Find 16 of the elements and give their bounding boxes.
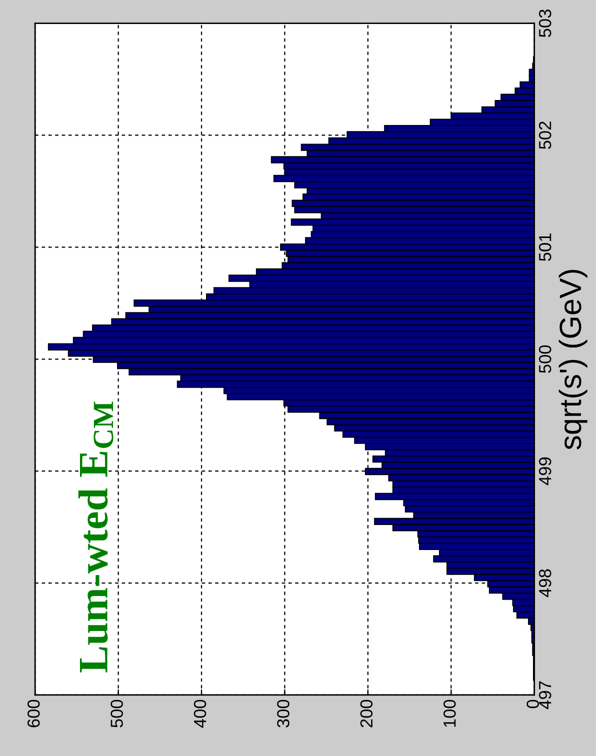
x-tick-label: 200 (360, 700, 373, 728)
x-tick-label: 600 (27, 700, 40, 728)
x-tick-label: 500 (110, 700, 123, 728)
x-tick-label: 100 (443, 700, 456, 727)
x-tick-label: 300 (277, 700, 290, 728)
y-tick-label: 503 (538, 10, 552, 38)
y-axis-title: sqrt(s') (GeV) (558, 270, 588, 450)
y-tick-label: 500 (538, 345, 552, 373)
y-tick-label: 502 (538, 122, 552, 150)
y-tick-label: 498 (538, 569, 552, 598)
x-tick-label: 0 (526, 700, 539, 708)
x-tick-label: 400 (194, 700, 206, 728)
annotation: Lum-wted E$_{CM}$ (78, 402, 114, 672)
y-tick-label: 499 (538, 457, 552, 486)
y-tick-label: 501 (538, 234, 552, 261)
y-tick-label: 497 (538, 681, 552, 710)
